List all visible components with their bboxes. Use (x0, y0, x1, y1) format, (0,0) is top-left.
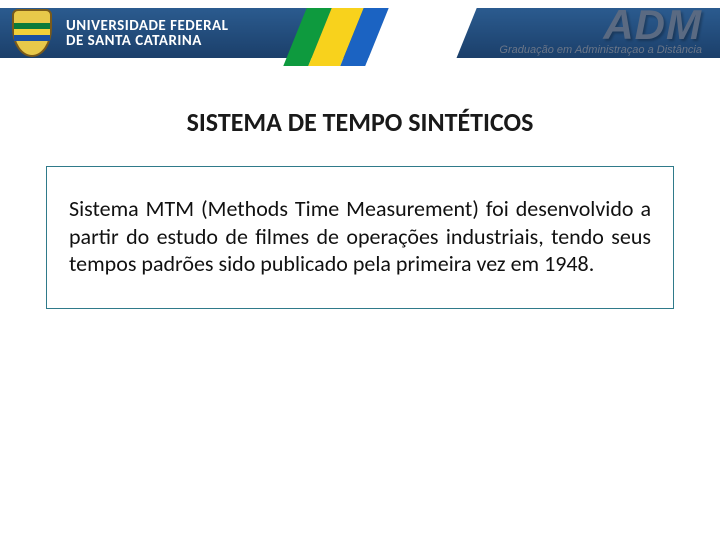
adm-logo-text: ADM (499, 4, 702, 46)
slide-title: SISTEMA DE TEMPO SINTÉTICOS (0, 106, 720, 138)
slide-title-wrap: SISTEMA DE TEMPO SINTÉTICOS (0, 106, 720, 138)
university-crest-icon (12, 9, 56, 65)
content-text: Sistema MTM (Methods Time Measurement) f… (69, 195, 651, 278)
crest-shield (12, 9, 52, 57)
crest-stripe-blue (14, 35, 50, 41)
content-box: Sistema MTM (Methods Time Measurement) f… (46, 166, 674, 309)
adm-logo-subtitle: Graduação em Administraçao a Distância (499, 44, 702, 56)
flag-stripes (283, 8, 476, 66)
university-name: UNIVERSIDADE FEDERAL DE SANTA CATARINA (66, 19, 228, 49)
crest-band (14, 23, 50, 41)
program-logo: ADM Graduação em Administraçao a Distânc… (499, 4, 702, 56)
university-name-line2: DE SANTA CATARINA (66, 34, 228, 49)
slide-header: UNIVERSIDADE FEDERAL DE SANTA CATARINA A… (0, 0, 720, 72)
